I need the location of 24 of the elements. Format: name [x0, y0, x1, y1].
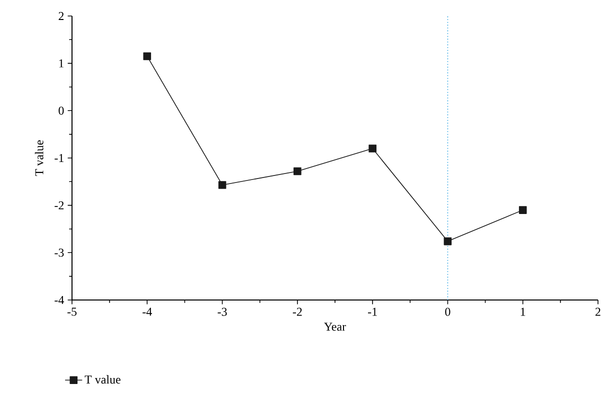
point	[218, 181, 226, 189]
x-tick-label: -5	[67, 308, 77, 316]
y-tick-label: -3	[54, 248, 64, 257]
x-tick-label: -4	[142, 308, 152, 316]
point	[368, 144, 376, 152]
x-axis-title: Year	[324, 322, 346, 331]
x-tick-label: 2	[596, 308, 600, 316]
y-tick-label: -2	[54, 201, 64, 210]
y-tick-label: -4	[54, 296, 64, 304]
x-tick-label: 0	[445, 308, 450, 316]
point	[444, 237, 452, 246]
x-tick-label: -1	[368, 308, 377, 316]
point	[143, 52, 152, 60]
x-tick-label: -3	[218, 308, 227, 316]
point	[518, 206, 527, 214]
legend-label: T value	[84, 375, 120, 384]
y-tick-label: -1	[54, 154, 64, 162]
y-tick-label: 0	[58, 106, 64, 115]
x-tick-label: 1	[520, 308, 526, 316]
point	[294, 167, 302, 176]
y-tick-label: 2	[58, 12, 64, 20]
y-tick-label: 1	[59, 59, 64, 68]
y-axis-title: T value	[34, 140, 44, 176]
x-tick-label: -2	[292, 308, 302, 316]
